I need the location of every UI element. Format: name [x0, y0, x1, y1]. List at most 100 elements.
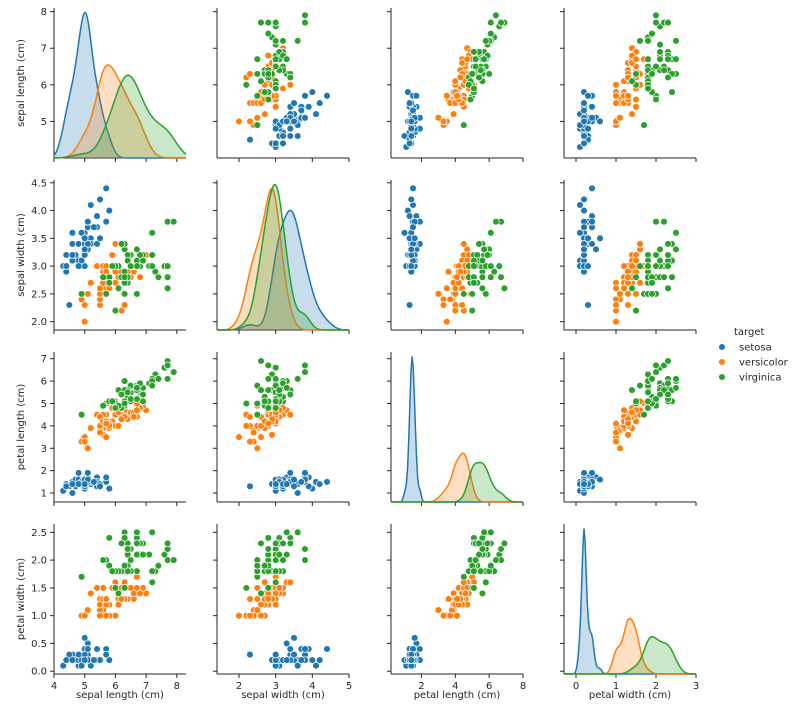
point-virginica	[468, 306, 476, 315]
point-setosa	[93, 212, 101, 220]
point-virginica	[652, 262, 660, 270]
point-virginica	[126, 262, 135, 270]
point-virginica	[114, 589, 123, 598]
panel-petal_length-vs-sepal_length	[50, 352, 186, 506]
panel-petal_length-vs-petal_length	[387, 352, 524, 506]
y-tick-label: 2.0	[31, 317, 47, 328]
point-virginica	[652, 368, 660, 376]
point-virginica	[123, 388, 132, 397]
point-virginica	[487, 29, 495, 38]
kde-fill-virginica	[217, 184, 349, 330]
point-versicolor	[246, 70, 254, 78]
point-setosa	[312, 110, 320, 118]
panel-petal_width-vs-petal_width	[560, 524, 697, 678]
point-virginica	[253, 55, 262, 63]
point-versicolor	[616, 444, 624, 453]
point-versicolor	[271, 103, 280, 111]
point-setosa	[90, 478, 98, 486]
point-virginica	[475, 240, 483, 248]
point-setosa	[84, 217, 92, 226]
point-setosa	[301, 469, 309, 477]
point-virginica	[271, 567, 280, 575]
point-virginica	[264, 361, 273, 370]
point-setosa	[580, 117, 588, 126]
point-versicolor	[456, 73, 465, 82]
point-setosa	[580, 106, 588, 115]
point-setosa	[290, 482, 298, 491]
point-virginica	[163, 284, 172, 293]
kde-fill-virginica	[564, 636, 696, 674]
kde-line-versicolor	[54, 64, 186, 159]
point-virginica	[114, 284, 123, 293]
point-virginica	[652, 251, 660, 259]
point-virginica	[636, 381, 644, 390]
point-virginica	[482, 578, 490, 587]
point-virginica	[264, 584, 273, 592]
point-virginica	[264, 29, 273, 38]
point-virginica	[652, 11, 660, 20]
point-virginica	[117, 539, 126, 548]
point-versicolor	[286, 81, 295, 89]
panel-petal_width-vs-petal_length	[387, 524, 524, 678]
point-setosa	[315, 480, 324, 488]
y-tick-label: 3.5	[31, 234, 47, 245]
point-virginica	[475, 539, 483, 548]
point-setosa	[77, 661, 86, 670]
point-setosa	[588, 217, 596, 226]
point-setosa	[323, 92, 331, 100]
point-virginica	[105, 279, 114, 287]
x-axis-label-petal_length: petal length (cm)	[414, 690, 501, 701]
point-virginica	[264, 18, 273, 27]
point-virginica	[652, 62, 660, 71]
point-versicolor	[87, 589, 95, 598]
point-virginica	[271, 539, 280, 548]
point-virginica	[492, 11, 500, 20]
point-virginica	[264, 404, 273, 412]
point-virginica	[154, 375, 163, 383]
point-setosa	[290, 99, 298, 107]
y-tick-label: 2.0	[31, 556, 47, 567]
point-versicolor	[612, 81, 620, 89]
point-setosa	[588, 240, 596, 248]
legend-label-setosa: setosa	[739, 343, 772, 354]
point-virginica	[652, 95, 660, 104]
point-setosa	[580, 195, 588, 204]
point-versicolor	[624, 290, 632, 298]
point-setosa	[407, 245, 416, 254]
point-virginica	[301, 368, 309, 376]
point-virginica	[500, 539, 509, 548]
point-setosa	[286, 645, 295, 653]
point-setosa	[74, 262, 83, 270]
point-virginica	[271, 18, 280, 27]
point-versicolor	[632, 290, 640, 298]
x-tick-label: 4	[51, 681, 57, 692]
point-virginica	[487, 273, 495, 281]
point-virginica	[163, 262, 172, 270]
point-virginica	[136, 251, 144, 259]
point-virginica	[468, 70, 476, 78]
point-virginica	[99, 401, 107, 410]
point-virginica	[242, 81, 251, 89]
point-setosa	[588, 184, 596, 193]
point-versicolor	[624, 419, 632, 428]
panel-sepal_width-vs-sepal_length	[50, 180, 186, 334]
point-setosa	[279, 132, 287, 140]
x-tick-label: 3	[272, 681, 278, 692]
point-virginica	[264, 95, 273, 104]
point-setosa	[410, 234, 419, 243]
point-virginica	[242, 399, 251, 408]
point-versicolor	[451, 284, 460, 293]
point-versicolor	[271, 600, 280, 609]
point-versicolor	[84, 444, 92, 453]
point-setosa	[80, 480, 89, 488]
point-virginica	[253, 121, 262, 129]
point-setosa	[580, 469, 588, 477]
point-virginica	[253, 70, 262, 78]
y-tick-label: 1.0	[31, 611, 47, 622]
point-versicolor	[628, 262, 636, 270]
point-setosa	[290, 650, 298, 659]
point-setosa	[596, 234, 604, 243]
point-virginica	[163, 375, 172, 383]
point-virginica	[476, 567, 485, 575]
point-versicolor	[458, 59, 466, 67]
